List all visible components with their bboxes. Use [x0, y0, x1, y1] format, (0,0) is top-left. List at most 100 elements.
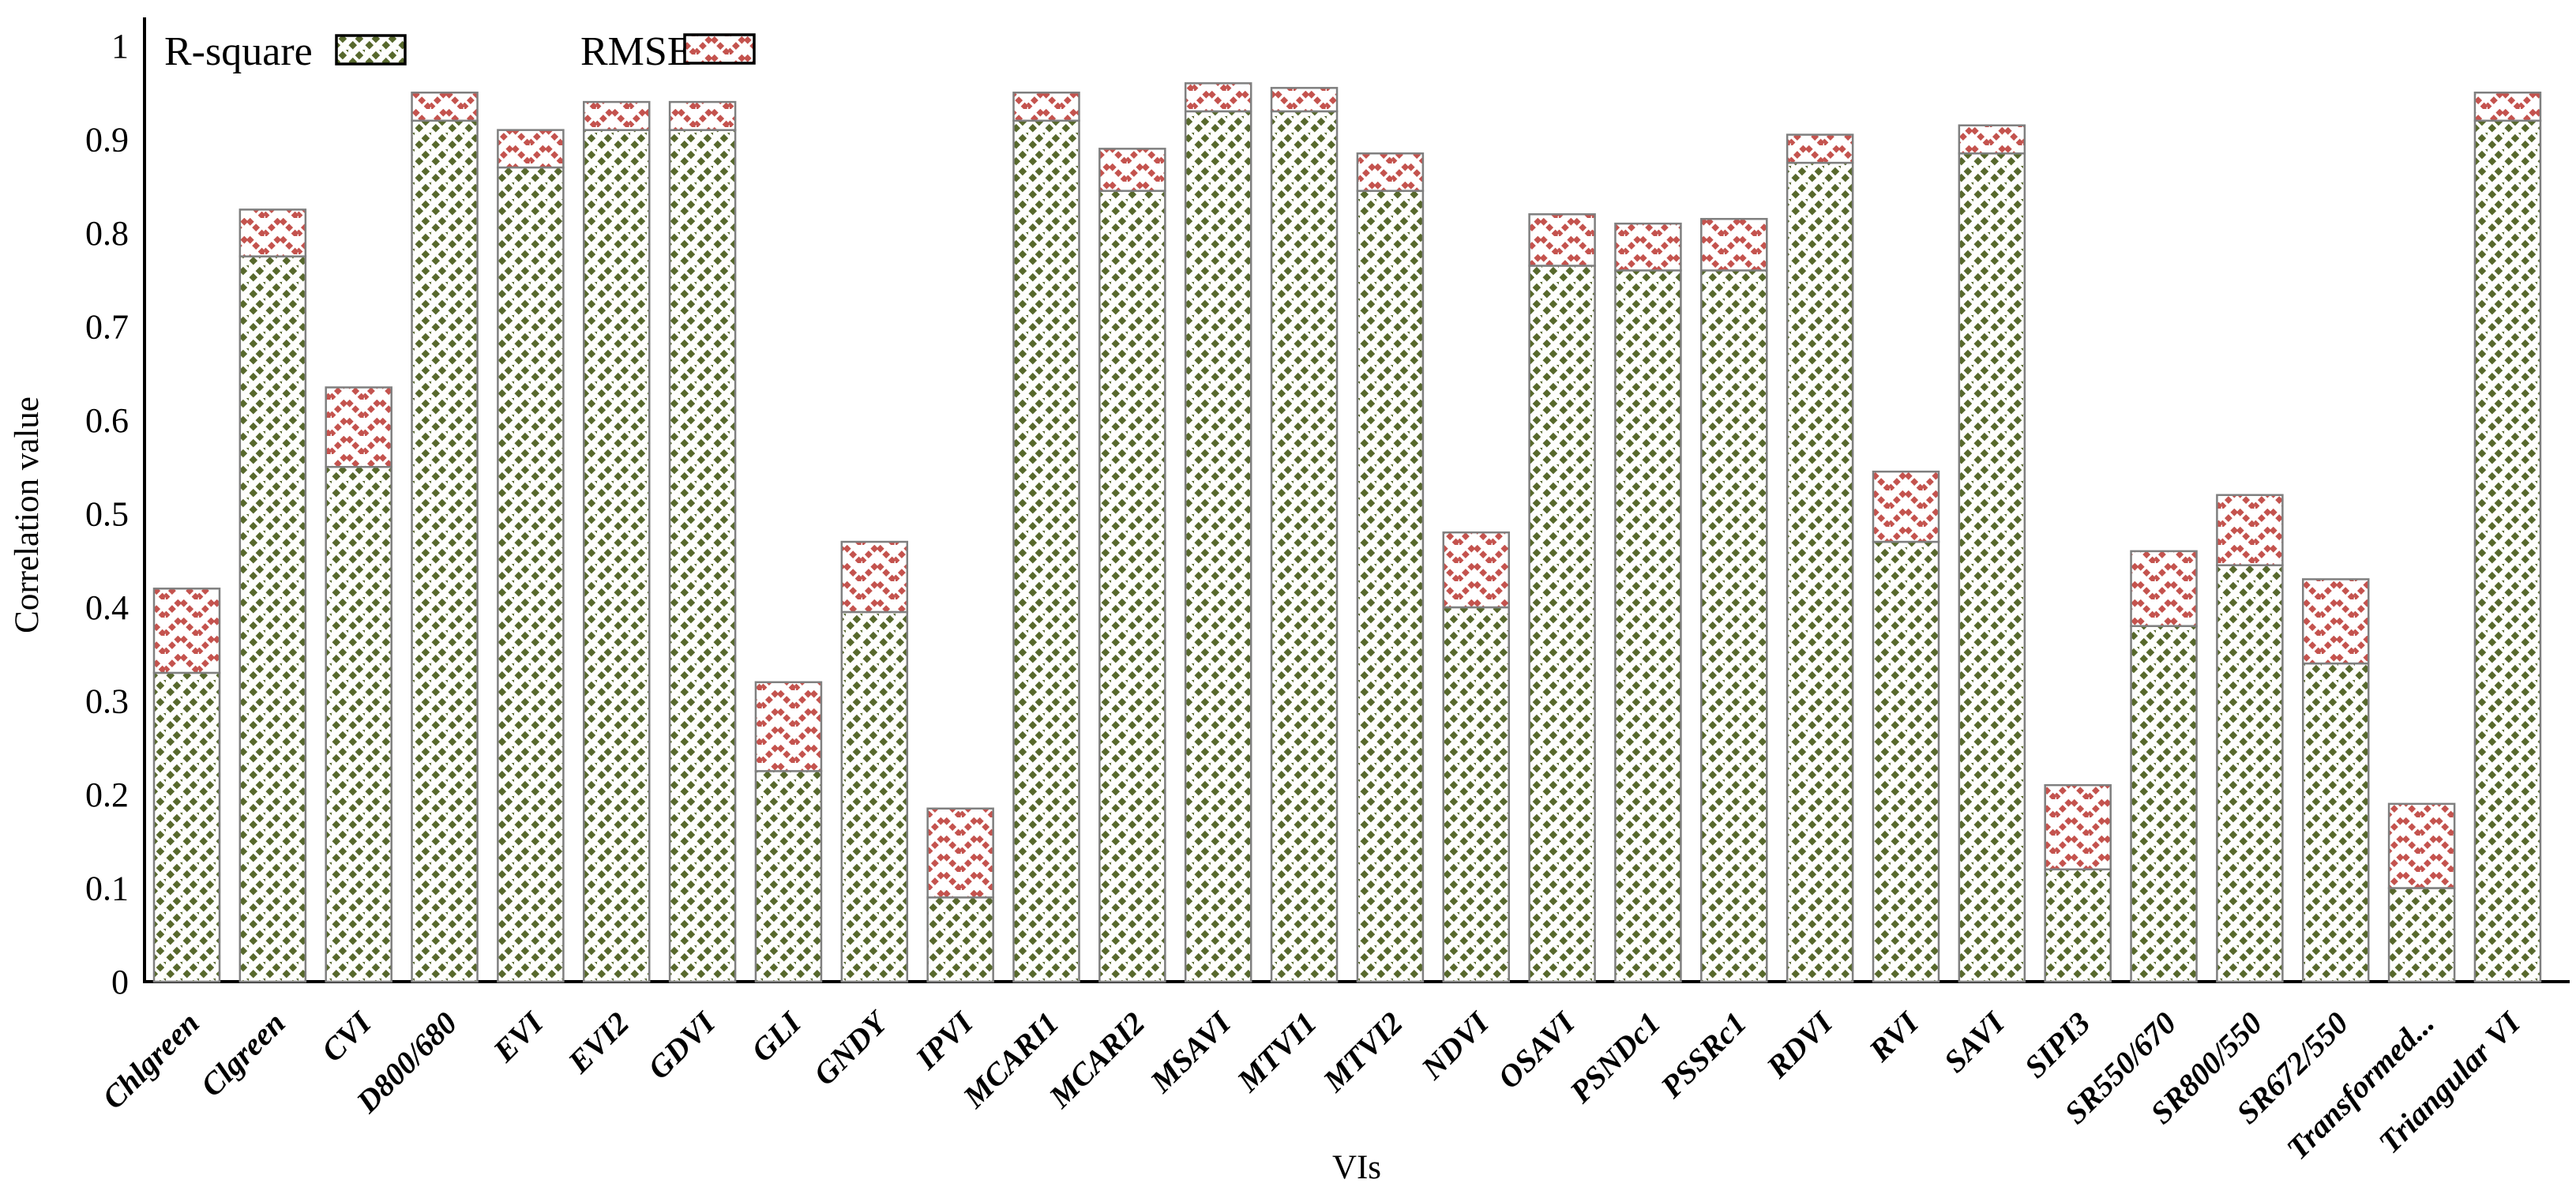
- r-square-segment-ndvi: [1442, 606, 1510, 983]
- bar-psndc1: [1614, 222, 1682, 983]
- rmse-segment-mcari2: [1098, 148, 1166, 192]
- bar-gdvi: [668, 100, 737, 983]
- y-tick-label: 0.7: [85, 308, 129, 347]
- rmse-segment-pssrc1: [1700, 217, 1768, 272]
- r-square-segment-sr800-550: [2216, 564, 2284, 983]
- bar-pssrc1: [1700, 217, 1768, 983]
- rmse-segment-triangular-vi: [2473, 92, 2542, 122]
- rmse-segment-gli: [754, 681, 823, 772]
- x-tick-label: Clgreen: [193, 1005, 292, 1104]
- r-square-segment-rdvi: [1786, 161, 1854, 983]
- rmse-segment-cvi: [325, 386, 392, 468]
- rmse-segment-rvi: [1872, 470, 1940, 543]
- rmse-segment-clgreen: [238, 208, 307, 257]
- r-square-segment-sr550-670: [2130, 625, 2198, 983]
- rmse-segment-d800-680: [411, 92, 479, 122]
- y-tick-label: 0.2: [85, 776, 129, 814]
- r-square-segment-chlgreen: [152, 671, 221, 983]
- r-square-segment-sr672-550: [2302, 662, 2370, 983]
- r-square-segment-pssrc1: [1700, 269, 1768, 983]
- r-square-segment-rvi: [1872, 540, 1940, 983]
- bar-mcari1: [1012, 92, 1080, 983]
- rmse-segment-msavi: [1184, 82, 1252, 113]
- r-square-segment-gli: [754, 770, 823, 983]
- bar-msavi: [1184, 82, 1252, 983]
- bar-chlgreen: [152, 588, 221, 983]
- bar-mtvi2: [1356, 152, 1425, 983]
- r-square-segment-psndc1: [1614, 269, 1682, 983]
- bar-clgreen: [238, 208, 307, 983]
- rmse-segment-osavi: [1528, 213, 1596, 267]
- y-axis-tick-labels: 0 0.1 0.2 0.3 0.4 0.5 0.6 0.7 0.8 0.9 1: [85, 27, 129, 1001]
- bar-sr672-550: [2302, 578, 2370, 983]
- x-tick-label: PSNDc1: [1562, 1005, 1667, 1110]
- bars-layer: [152, 82, 2542, 983]
- legend: R-square RMSE: [164, 29, 756, 74]
- x-tick-label: PSSRc1: [1653, 1005, 1753, 1106]
- bar-transformed: [2387, 802, 2456, 983]
- bar-evi2: [583, 100, 651, 983]
- rmse-segment-psndc1: [1614, 222, 1682, 272]
- x-tick-label: RVI: [1861, 1005, 1926, 1069]
- x-tick-label: CVI: [314, 1005, 379, 1069]
- r-square-segment-savi: [1958, 152, 2026, 983]
- bar-savi: [1958, 124, 2026, 983]
- r-square-segment-mcari2: [1098, 190, 1166, 983]
- r-square-segment-sipi3: [2044, 868, 2112, 983]
- x-axis-title: VIs: [1332, 1149, 1381, 1186]
- rmse-segment-mtvi2: [1356, 152, 1425, 192]
- bar-osavi: [1528, 213, 1596, 983]
- rmse-segment-mcari1: [1012, 92, 1080, 122]
- bar-cvi: [325, 386, 392, 983]
- bar-ipvi: [926, 807, 994, 983]
- r-square-segment-osavi: [1528, 265, 1596, 983]
- x-tick-label: MTVI1: [1230, 1005, 1324, 1099]
- bar-rvi: [1872, 470, 1940, 983]
- y-tick-label: 0.9: [85, 121, 129, 160]
- x-tick-label: MCARI1: [956, 1005, 1065, 1115]
- r-square-segment-evi: [497, 166, 565, 983]
- y-tick-label: 0.3: [85, 682, 129, 721]
- bar-mtvi1: [1270, 87, 1339, 983]
- x-tick-label: EVI: [486, 1005, 550, 1069]
- y-tick-label: 0.6: [85, 401, 129, 440]
- rmse-segment-transformed: [2387, 802, 2456, 889]
- x-tick-label: SAVI: [1937, 1005, 2012, 1080]
- bar-sr550-670: [2130, 550, 2198, 983]
- r-square-segment-msavi: [1184, 110, 1252, 983]
- r-square-segment-gdvi: [668, 129, 737, 983]
- r-square-segment-transformed: [2387, 887, 2456, 983]
- y-tick-label: 0: [111, 963, 129, 1001]
- rmse-segment-chlgreen: [152, 588, 221, 674]
- bar-sr800-550: [2216, 494, 2284, 983]
- r-square-segment-mtvi1: [1270, 110, 1339, 983]
- rmse-segment-evi: [497, 129, 565, 169]
- rmse-segment-mtvi1: [1270, 87, 1339, 113]
- rmse-segment-savi: [1958, 124, 2026, 155]
- rmse-segment-sr550-670: [2130, 550, 2198, 627]
- x-tick-label: SIPI3: [2018, 1005, 2097, 1085]
- legend-label-rmse: RMSE: [580, 29, 693, 74]
- r-square-segment-cvi: [325, 466, 392, 983]
- r-square-segment-clgreen: [238, 255, 307, 983]
- legend-swatch-r-square: [335, 34, 407, 66]
- rmse-segment-gdvi: [668, 100, 737, 131]
- legend-swatch-rmse: [683, 33, 756, 65]
- bar-gndy: [840, 540, 909, 983]
- x-tick-label: NDVI: [1414, 1005, 1496, 1087]
- r-square-segment-evi2: [583, 129, 651, 983]
- bar-triangular-vi: [2473, 92, 2542, 983]
- bar-d800-680: [411, 92, 479, 983]
- r-square-segment-ipvi: [926, 896, 994, 983]
- x-tick-label: GNDY: [806, 1003, 896, 1092]
- bar-rdvi: [1786, 133, 1854, 983]
- rmse-segment-ndvi: [1442, 531, 1510, 609]
- rmse-segment-sipi3: [2044, 783, 2112, 871]
- bar-gli: [754, 681, 823, 983]
- rmse-segment-gndy: [840, 540, 909, 614]
- y-tick-label: 0.1: [85, 870, 129, 908]
- r-square-segment-mcari1: [1012, 119, 1080, 983]
